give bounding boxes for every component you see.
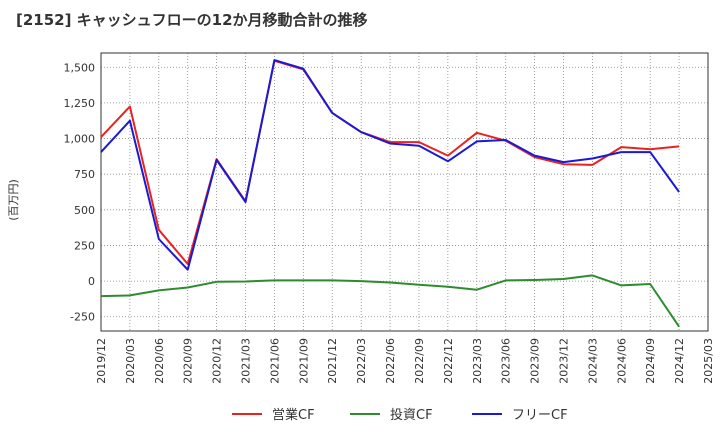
x-tick-label: 2023/09: [529, 338, 542, 384]
x-tick-label: 2025/03: [702, 338, 715, 384]
chart-title: [2152] キャッシュフローの12か月移動合計の推移: [16, 11, 368, 29]
plot-frame: [100, 52, 709, 332]
legend-label: 営業CF: [272, 407, 315, 423]
y-tick-label: 250: [74, 239, 95, 252]
x-tick-label: 2020/03: [124, 338, 137, 384]
axes: 2019/12 2020/03 2020/06 2020/09 2020/12 2021/…: [64, 52, 715, 384]
y-tick-label: 0: [88, 275, 95, 288]
y-tick-label: 1,250: [64, 97, 96, 110]
x-tick-label: 2024/09: [644, 338, 657, 384]
grid: [100, 53, 709, 331]
series-line-2: [100, 59, 680, 271]
y-tick-label: 500: [74, 204, 95, 217]
x-tick-label: 2021/09: [297, 338, 310, 384]
x-tick-label: 2021/03: [240, 338, 253, 384]
x-tick-label: 2023/03: [471, 338, 484, 384]
legend-label: フリーCF: [512, 408, 568, 423]
legend-label: 投資CF: [390, 407, 433, 423]
x-tick-label: 2023/12: [557, 338, 570, 384]
x-tick-label: 2022/09: [413, 338, 426, 384]
x-tick-label: 2020/12: [211, 338, 224, 384]
x-tick-label: 2022/03: [355, 338, 368, 384]
plot-area: [101, 53, 708, 331]
x-tick-label: 2019/12: [95, 338, 108, 384]
legend: 営業CF 投資CF フリーCF: [232, 407, 568, 423]
x-tick-label: 2024/03: [586, 338, 599, 384]
y-tick-label: -250: [70, 311, 95, 324]
y-axis-label: (百万円): [7, 179, 20, 221]
y-tick-label: 1,000: [64, 133, 96, 146]
x-tick-label: 2024/12: [673, 338, 686, 384]
x-tick-label: 2020/09: [182, 338, 195, 384]
y-tick-label: 1,500: [64, 61, 96, 74]
x-tick-label: 2022/06: [384, 338, 397, 384]
y-tick-label: 750: [74, 168, 95, 181]
x-tick-label: 2021/12: [326, 338, 339, 384]
series-lines: [100, 59, 680, 328]
x-tick-label: 2024/06: [615, 338, 628, 384]
x-tick-label: 2022/12: [442, 338, 455, 384]
x-tick-label: 2021/06: [268, 338, 281, 384]
series-line-1: [100, 274, 680, 328]
x-tick-label: 2020/06: [153, 338, 166, 384]
x-tick-label: 2023/06: [500, 338, 513, 384]
series-line-0: [100, 59, 680, 265]
